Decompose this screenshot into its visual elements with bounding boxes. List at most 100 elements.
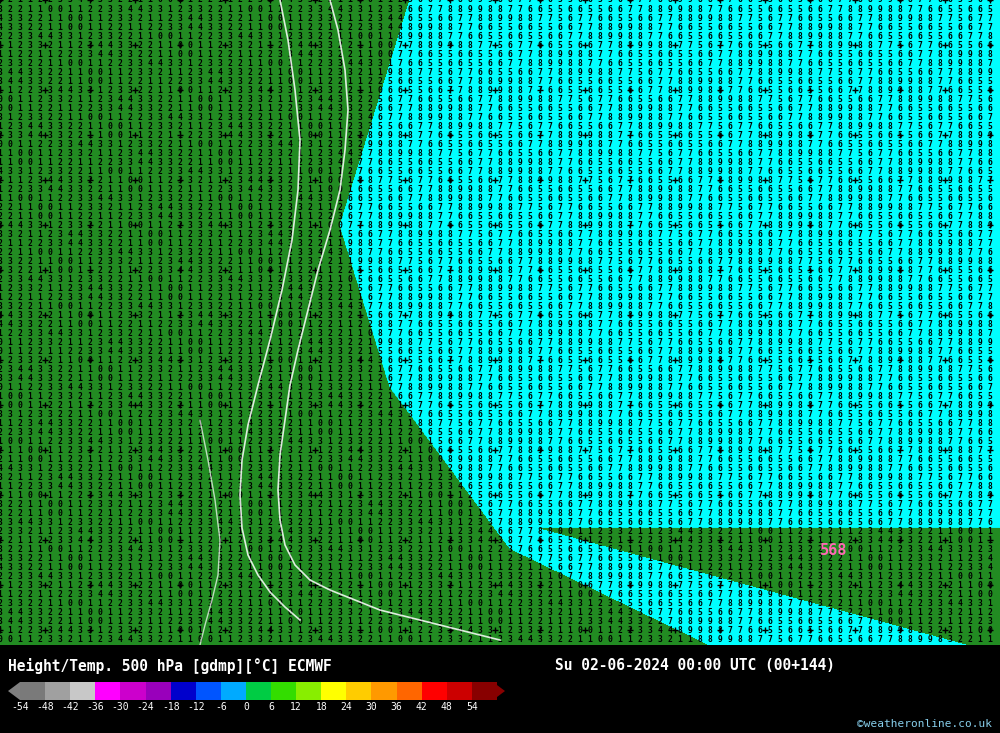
- Text: 4: 4: [8, 221, 12, 229]
- Text: 2: 2: [278, 130, 282, 139]
- Text: 3: 3: [128, 581, 132, 589]
- Text: 5: 5: [948, 23, 952, 32]
- Text: 6: 6: [938, 490, 942, 499]
- Text: 6: 6: [948, 473, 952, 482]
- Text: 2: 2: [28, 526, 32, 536]
- Text: 1: 1: [358, 40, 362, 50]
- Text: 8: 8: [558, 400, 562, 410]
- Text: 6: 6: [828, 356, 832, 364]
- Text: 4: 4: [128, 400, 132, 410]
- Text: 3: 3: [28, 608, 32, 616]
- Text: 5: 5: [488, 301, 492, 311]
- Text: 1: 1: [268, 4, 272, 13]
- Text: 6: 6: [558, 23, 562, 32]
- Text: 5: 5: [438, 337, 442, 347]
- Text: 5: 5: [538, 23, 542, 32]
- Text: 6: 6: [818, 635, 822, 644]
- Text: 5: 5: [958, 275, 962, 284]
- Text: 4: 4: [928, 545, 932, 553]
- Text: 2: 2: [208, 509, 212, 517]
- Text: 1: 1: [418, 446, 422, 454]
- Text: 2: 2: [68, 446, 72, 454]
- Text: 0: 0: [468, 553, 472, 562]
- Text: 9: 9: [888, 86, 892, 95]
- Text: 8: 8: [538, 158, 542, 166]
- Text: 2: 2: [318, 311, 322, 320]
- Text: 5: 5: [818, 257, 822, 265]
- Text: 6: 6: [938, 112, 942, 122]
- Text: 6: 6: [518, 301, 522, 311]
- Text: 6: 6: [648, 221, 652, 229]
- Text: 7: 7: [648, 265, 652, 275]
- Text: 4: 4: [468, 625, 472, 635]
- Text: 7: 7: [808, 257, 812, 265]
- Text: 6: 6: [748, 463, 752, 473]
- Text: 8: 8: [958, 337, 962, 347]
- Text: 6: 6: [968, 122, 972, 130]
- Text: 2: 2: [398, 490, 402, 499]
- Text: 8: 8: [968, 175, 972, 185]
- Text: 7: 7: [478, 311, 482, 320]
- Text: 1: 1: [328, 482, 332, 490]
- Text: 3: 3: [48, 635, 52, 644]
- Text: 7: 7: [868, 616, 872, 625]
- Text: 3: 3: [258, 383, 262, 391]
- Text: 6: 6: [828, 248, 832, 257]
- Text: 0: 0: [108, 122, 112, 130]
- Text: 1: 1: [338, 419, 342, 427]
- Text: 3: 3: [958, 545, 962, 553]
- Text: 1: 1: [168, 86, 172, 95]
- Text: 6: 6: [918, 130, 922, 139]
- Text: 1: 1: [208, 589, 212, 599]
- Text: 5: 5: [918, 391, 922, 400]
- Text: 0: 0: [108, 130, 112, 139]
- Text: 7: 7: [738, 616, 742, 625]
- Text: 3: 3: [388, 463, 392, 473]
- Text: 2: 2: [298, 265, 302, 275]
- Text: 2: 2: [368, 76, 372, 86]
- Text: 1: 1: [248, 599, 252, 608]
- Text: 2: 2: [538, 589, 542, 599]
- Text: 3: 3: [188, 202, 192, 212]
- Text: 8: 8: [628, 463, 632, 473]
- Text: 7: 7: [678, 95, 682, 103]
- Text: 6: 6: [538, 4, 542, 13]
- Text: 1: 1: [0, 391, 2, 400]
- Text: 2: 2: [228, 50, 232, 59]
- Text: 8: 8: [758, 67, 762, 76]
- Text: 5: 5: [838, 158, 842, 166]
- Text: 2: 2: [318, 599, 322, 608]
- Text: 7: 7: [468, 437, 472, 446]
- Text: 6: 6: [618, 328, 622, 337]
- Text: 6: 6: [768, 122, 772, 130]
- Text: 8: 8: [988, 419, 992, 427]
- Text: 3: 3: [208, 59, 212, 67]
- Text: 6: 6: [788, 95, 792, 103]
- Text: 8: 8: [708, 517, 712, 526]
- Text: 1: 1: [138, 562, 142, 572]
- Text: 1: 1: [548, 572, 552, 581]
- Text: 6: 6: [438, 86, 442, 95]
- Text: 7: 7: [798, 328, 802, 337]
- Text: 4: 4: [238, 130, 242, 139]
- Text: 9: 9: [918, 158, 922, 166]
- Text: 8: 8: [538, 59, 542, 67]
- Text: 0: 0: [78, 320, 82, 328]
- Text: 8: 8: [878, 625, 882, 635]
- Text: 9: 9: [888, 202, 892, 212]
- Text: 3: 3: [258, 130, 262, 139]
- Text: 3: 3: [918, 625, 922, 635]
- Text: 6: 6: [558, 185, 562, 194]
- Text: 2: 2: [128, 76, 132, 86]
- Text: 1: 1: [808, 589, 812, 599]
- Text: 9: 9: [778, 130, 782, 139]
- Text: 2: 2: [908, 599, 912, 608]
- Text: 1: 1: [128, 275, 132, 284]
- Text: 6: 6: [888, 175, 892, 185]
- Text: 6: 6: [928, 292, 932, 301]
- Text: 4: 4: [248, 427, 252, 437]
- Text: 6: 6: [518, 32, 522, 40]
- Text: 1: 1: [448, 553, 452, 562]
- Text: 7: 7: [448, 212, 452, 221]
- Text: 2: 2: [358, 463, 362, 473]
